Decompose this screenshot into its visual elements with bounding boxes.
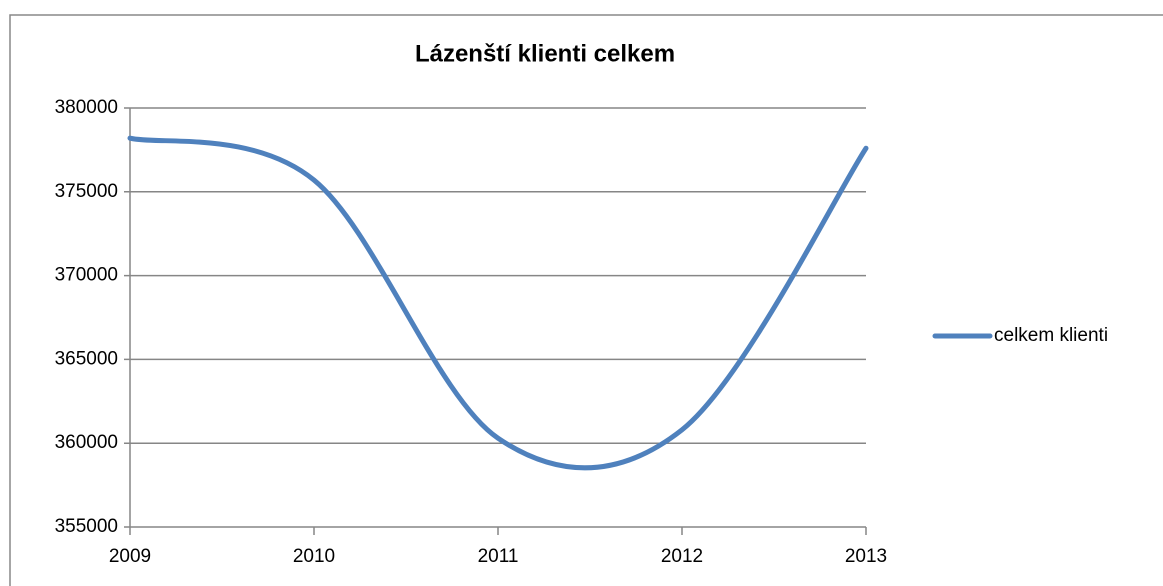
- chart-title: Lázenští klienti celkem: [415, 40, 675, 67]
- y-tick-label: 370000: [55, 265, 118, 286]
- x-tick-label: 2012: [661, 546, 703, 567]
- x-tick-label: 2009: [109, 546, 151, 567]
- x-tick-label: 2013: [845, 546, 887, 567]
- x-tick-label: 2010: [293, 546, 335, 567]
- y-tick-label: 365000: [55, 348, 118, 369]
- y-tick-label: 380000: [55, 97, 118, 118]
- chart-frame: [9, 14, 1163, 586]
- series-line: [127, 135, 869, 471]
- y-tick-label: 375000: [55, 181, 118, 202]
- y-tick-label: 360000: [55, 432, 118, 453]
- y-tick-label: 355000: [55, 516, 118, 537]
- legend-label: celkem klienti: [994, 325, 1108, 346]
- x-tick-label: 2011: [478, 546, 519, 567]
